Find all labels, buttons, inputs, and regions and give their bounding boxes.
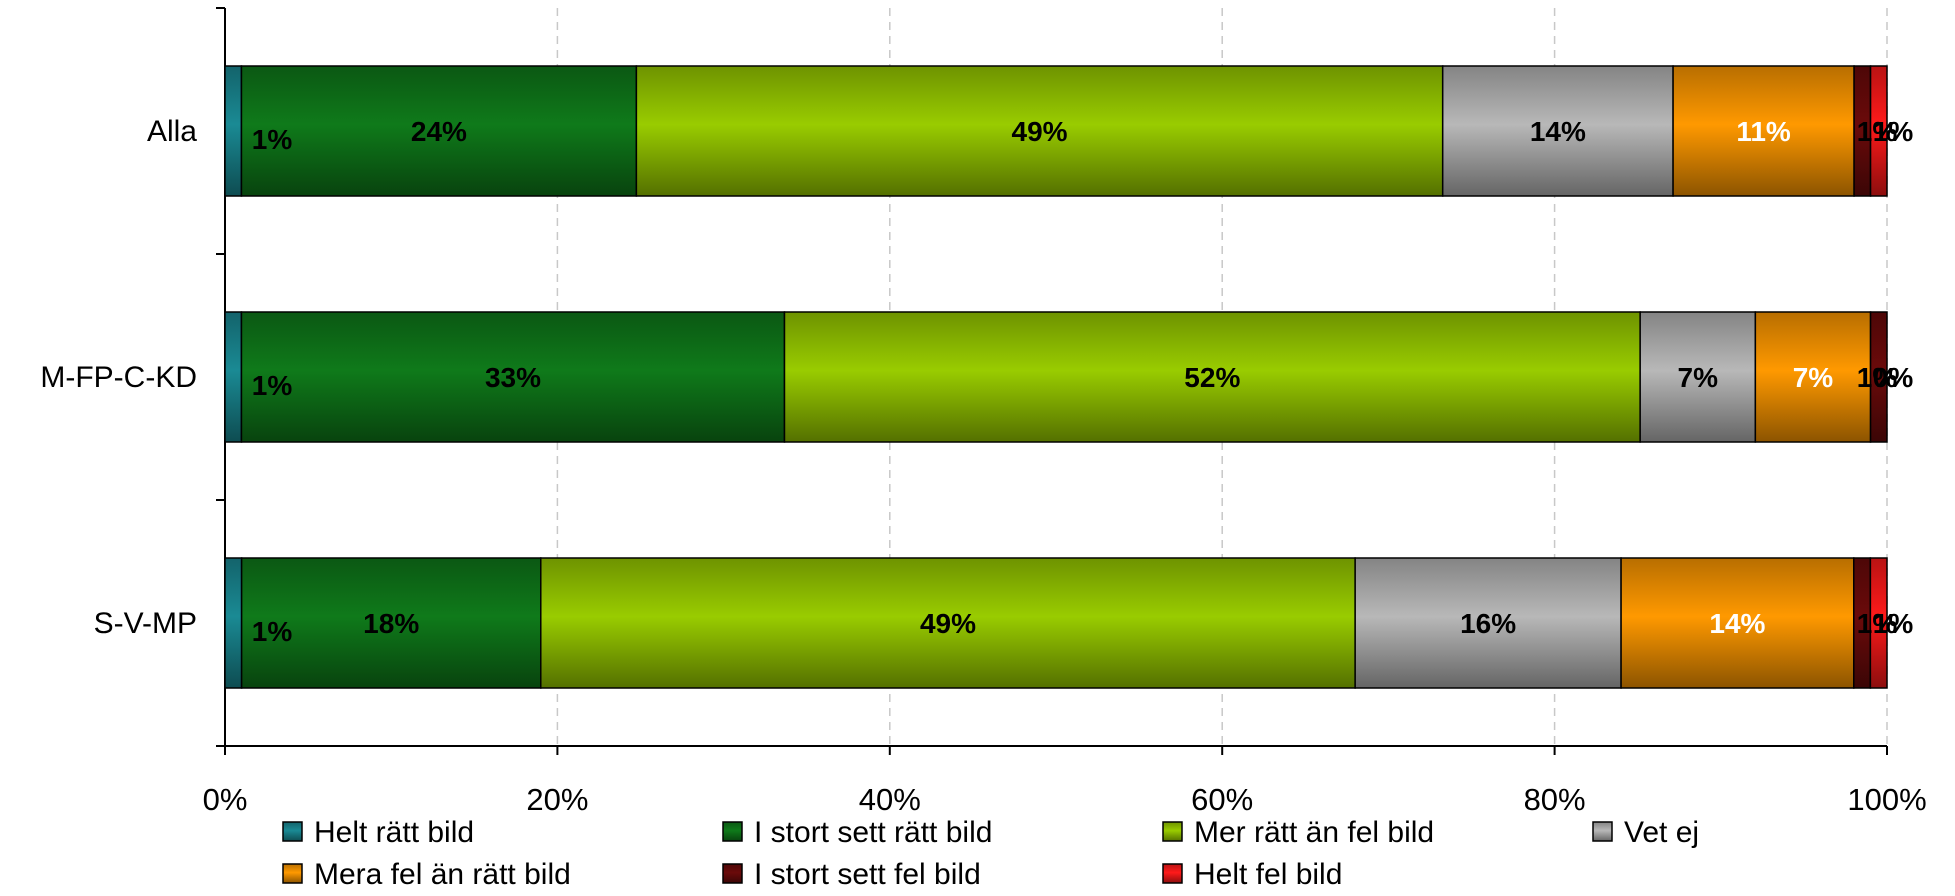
- legend-swatch: [1592, 821, 1613, 842]
- x-tick-label: 60%: [1191, 782, 1253, 817]
- data-label: 11%: [1736, 116, 1791, 147]
- bar-segment: [1672, 65, 1855, 197]
- legend-label: Vet ej: [1624, 816, 1699, 849]
- axes: 0% 20% 40% 60% 80% 100% Alla M-FP-C-KD S-V-MP: [40, 7, 1927, 817]
- data-label: 1%: [252, 124, 293, 155]
- x-tick-label: 100%: [1847, 782, 1926, 817]
- bar-segment: [1869, 557, 1888, 689]
- legend-swatch: [282, 863, 303, 884]
- data-label: 16%: [1460, 608, 1516, 639]
- data-label: 7%: [1793, 362, 1834, 393]
- bar-segment: [540, 557, 1356, 689]
- bar-segment: [224, 311, 243, 443]
- data-labels: 1% 24% 49% 14% 11% 1%1%1% 33% 52% 7% 7% 1%0%1% 18% 4…: [252, 116, 1914, 647]
- data-label: 49%: [1012, 116, 1068, 147]
- data-label: 24%: [411, 116, 467, 147]
- bar-segment: [1639, 311, 1757, 443]
- legend-label: Mer rätt än fel bild: [1194, 816, 1434, 849]
- bar-segment: [224, 65, 243, 197]
- bar-segment: [1869, 311, 1888, 443]
- data-label: 33%: [485, 362, 541, 393]
- bar-segment: [783, 311, 1641, 443]
- data-label: 14%: [1709, 608, 1765, 639]
- legend-swatch: [722, 821, 743, 842]
- bar-segment: [240, 557, 542, 689]
- data-label: 1%: [1873, 608, 1914, 639]
- legend-label: I stort sett fel bild: [754, 858, 981, 891]
- legend-label: Helt rätt bild: [314, 816, 474, 849]
- data-label: 7%: [1678, 362, 1719, 393]
- bar-segment: [224, 557, 243, 689]
- bar-segment: [1754, 311, 1872, 443]
- legend-swatch: [1162, 821, 1183, 842]
- data-label: 49%: [920, 608, 976, 639]
- bar-segment: [635, 65, 1444, 197]
- x-tick-label: 80%: [1524, 782, 1586, 817]
- data-label: 1%: [252, 616, 293, 647]
- category-label: Alla: [147, 115, 197, 148]
- data-label: 0%: [1873, 362, 1914, 393]
- bar-segment: [1354, 557, 1622, 689]
- data-label: 14%: [1530, 116, 1586, 147]
- x-tick-label: 40%: [859, 782, 921, 817]
- category-label: M-FP-C-KD: [40, 361, 197, 394]
- bar-segment: [1869, 65, 1888, 197]
- data-label: 1%: [1857, 608, 1898, 639]
- x-tick-label: 0%: [203, 782, 248, 817]
- data-label: 1%: [252, 370, 293, 401]
- legend-swatch: [1162, 863, 1183, 884]
- data-label: 1%: [1857, 362, 1898, 393]
- data-label: 1%: [1873, 116, 1914, 147]
- bar-segment: [240, 311, 786, 443]
- data-label: 52%: [1184, 362, 1240, 393]
- legend: Helt rätt bild I stort sett rätt bild Mer …: [282, 816, 1699, 891]
- data-label: 1%: [1857, 116, 1898, 147]
- legend-swatch: [282, 821, 303, 842]
- bar-segment: [240, 65, 638, 197]
- legend-label: Mera fel än rätt bild: [314, 858, 571, 891]
- bars: [224, 65, 1888, 689]
- category-label: S-V-MP: [94, 607, 197, 640]
- x-tick-label: 20%: [526, 782, 588, 817]
- bar-segment: [1441, 65, 1674, 197]
- data-label: 18%: [363, 608, 419, 639]
- legend-label: Helt fel bild: [1194, 858, 1342, 891]
- bar-segment: [1620, 557, 1855, 689]
- legend-swatch: [722, 863, 743, 884]
- legend-label: I stort sett rätt bild: [754, 816, 992, 849]
